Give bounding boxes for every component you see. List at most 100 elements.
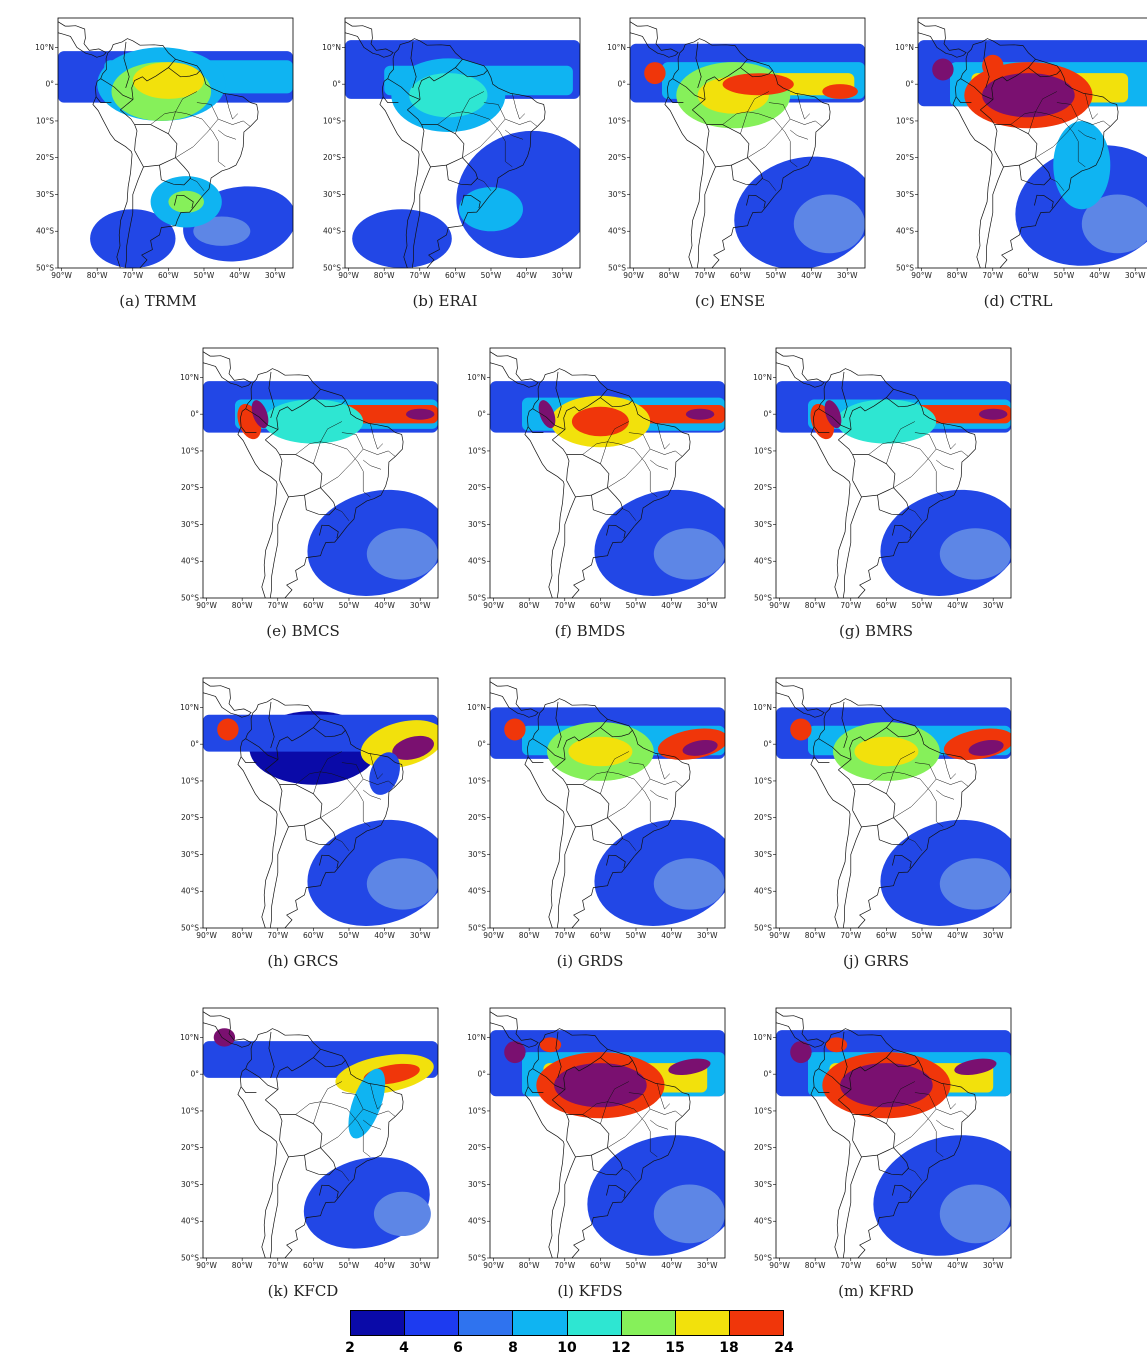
map-panel: 10°N 0° 10°S 20°S 30°S 40°S 50°S 90°W 80°W 70°W 60… <box>450 668 730 978</box>
country-border <box>692 109 710 151</box>
lat-tick-label: 10°N <box>467 373 486 382</box>
state-border <box>320 448 364 488</box>
lat-tick-label: 40°S <box>754 557 772 566</box>
country-border <box>892 854 912 869</box>
state-border <box>657 423 670 450</box>
precip-field <box>776 1008 1011 1258</box>
lon-tick-label: 50°W <box>912 601 933 610</box>
country-border <box>606 524 626 539</box>
country-border <box>455 67 488 78</box>
lat-tick-label: 0° <box>763 410 772 419</box>
state-border <box>650 789 669 800</box>
state-border <box>363 789 382 800</box>
precip-cell <box>932 58 954 81</box>
lon-tick-label: 40°W <box>661 601 682 610</box>
precip-cell <box>352 209 452 268</box>
country-border <box>591 817 623 846</box>
country-border <box>813 426 830 433</box>
country-border <box>269 1156 289 1258</box>
map-frame <box>202 347 439 599</box>
lat-tick-label: 30°S <box>181 850 199 859</box>
map-frame <box>489 347 726 599</box>
lat-tick-label: 40°S <box>181 887 199 896</box>
lon-tick-label: 30°W <box>697 931 718 940</box>
panel-caption: (e) BMCS <box>266 622 340 640</box>
country-border <box>838 759 852 771</box>
precip-field <box>345 18 580 268</box>
continent-outline <box>92 38 259 268</box>
lon-tick-label: 70°W <box>840 601 861 610</box>
lat-tick-label: 20°S <box>608 153 626 162</box>
state-border <box>1085 93 1098 120</box>
lat-tick-label: 10°S <box>181 1106 199 1115</box>
central-america-outline <box>630 21 679 58</box>
lat-tick-label: 50°S <box>608 264 626 273</box>
state-border <box>621 1168 637 1181</box>
coastlines <box>490 351 691 598</box>
lon-tick-label: 50°W <box>766 271 787 280</box>
map-frame <box>344 17 581 269</box>
state-border <box>907 1168 923 1181</box>
country-border <box>842 1156 862 1258</box>
state-border <box>621 838 637 851</box>
precip-cell <box>939 858 1011 910</box>
state-border <box>320 778 364 818</box>
colorbar-label: 24 <box>774 1340 794 1356</box>
lat-tick-label: 10°S <box>468 776 486 785</box>
country-border <box>591 487 623 516</box>
central-america-outline <box>345 21 394 58</box>
country-border <box>304 817 336 846</box>
precip-field <box>918 18 1147 268</box>
country-border <box>991 58 1036 100</box>
lat-tick-label: 10°S <box>608 116 626 125</box>
colorbar-label: 12 <box>611 1340 631 1356</box>
lat-tick-label: 10°N <box>753 373 772 382</box>
country-border <box>955 96 972 103</box>
state-border <box>600 1101 658 1158</box>
continent-outline <box>810 698 977 928</box>
precip-cell <box>504 1041 526 1064</box>
precip-cell <box>504 718 526 741</box>
country-border <box>313 397 346 408</box>
lat-tick-label: 20°S <box>468 813 486 822</box>
precip-field <box>203 1008 438 1258</box>
country-border <box>552 429 566 441</box>
lon-tick-label: 80°W <box>232 601 253 610</box>
lon-tick-label: 70°W <box>554 601 575 610</box>
state-border <box>341 1092 396 1117</box>
country-border <box>313 1057 346 1068</box>
country-border <box>269 496 289 598</box>
lon-tick-label: 90°W <box>911 271 932 280</box>
lon-tick-label: 90°W <box>769 1261 790 1270</box>
precip-field <box>490 678 725 928</box>
lon-tick-label: 40°W <box>374 931 395 940</box>
state-border <box>189 178 205 191</box>
country-border <box>240 1086 257 1093</box>
state-border <box>476 178 492 191</box>
map-panel: 10°N 0° 10°S 20°S 30°S 40°S 50°S 90°W 80°W 70°W 60… <box>450 338 730 648</box>
precip-cell <box>939 1184 1011 1244</box>
country-border <box>566 784 610 828</box>
state-border <box>150 91 198 125</box>
lat-tick-label: 0° <box>905 80 914 89</box>
country-border <box>980 109 998 151</box>
lon-tick-label: 40°W <box>947 1261 968 1270</box>
lat-tick-label: 50°S <box>323 264 341 273</box>
lat-tick-label: 10°N <box>607 43 626 52</box>
country-border <box>527 756 544 763</box>
precip-map: 10°N 0° 10°S 20°S 30°S 40°S 50°S90°W 80°W 70°W 60… <box>35 17 294 280</box>
country-border <box>877 1147 909 1176</box>
country-border <box>892 524 912 539</box>
country-border <box>265 1089 279 1101</box>
map-frame <box>489 677 726 929</box>
lon-tick-label: 50°W <box>912 1261 933 1270</box>
lon-tick-label: 40°W <box>661 1261 682 1270</box>
state-border <box>936 459 955 470</box>
lat-tick-label: 0° <box>763 1070 772 1079</box>
lon-tick-label: 80°W <box>374 271 395 280</box>
state-border <box>628 762 683 787</box>
lon-tick-label: 50°W <box>339 931 360 940</box>
coastlines <box>490 681 691 928</box>
lon-tick-label: 90°W <box>196 931 217 940</box>
precip-cell <box>263 399 364 444</box>
